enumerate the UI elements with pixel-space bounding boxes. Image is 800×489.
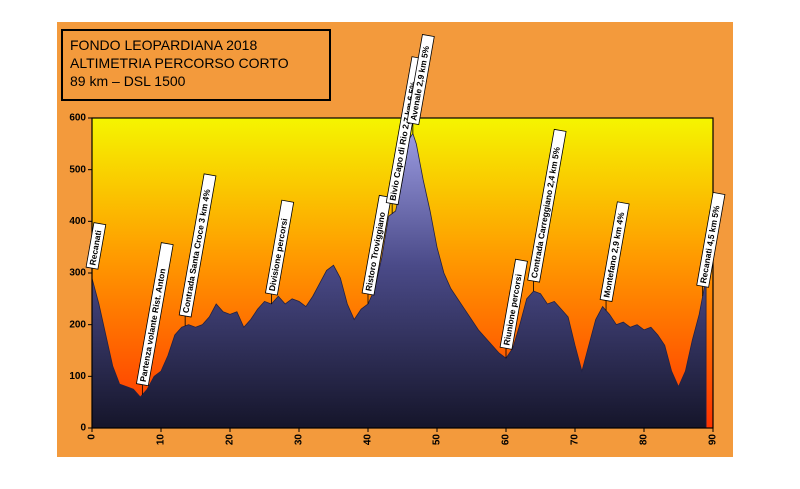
x-tick-label: 60 [501,434,512,446]
y-tick-label: 100 [69,371,86,382]
annotation-box [361,194,392,296]
x-tick-label: 50 [432,434,443,446]
annotation: Recanati [85,222,107,270]
y-tick-label: 0 [80,423,86,434]
annotation-box [406,34,435,126]
y-tick-label: 600 [69,113,86,124]
y-tick-label: 200 [69,319,86,330]
annotation-box [599,201,630,302]
x-tick-label: 0 [87,434,98,440]
x-tick-label: 10 [156,434,167,446]
x-tick-label: 40 [363,434,374,446]
x-tick-label: 20 [225,434,236,446]
annotation-box [135,242,174,387]
annotation-box [527,128,567,283]
chart-caption: 89 km – DSL 1500 [70,73,186,89]
annotation-box [85,222,107,270]
annotation-box [265,199,295,296]
y-tick-label: 500 [69,164,86,175]
y-tick-label: 300 [69,268,86,279]
x-tick-label: 80 [639,434,650,446]
x-tick-label: 30 [294,434,305,446]
elevation-area [91,132,707,429]
y-tick-label: 400 [69,216,86,227]
annotation-box [499,258,528,350]
annotation-box [696,191,726,288]
chart-subtitle: ALTIMETRIA PERCORSO CORTO [70,55,289,71]
title-box [61,29,331,101]
chart-title: FONDO LEOPARDIANA 2018 [70,37,257,53]
x-tick-label: 70 [570,434,581,446]
annotation-box [178,173,217,318]
x-tick-label: 90 [708,434,719,446]
